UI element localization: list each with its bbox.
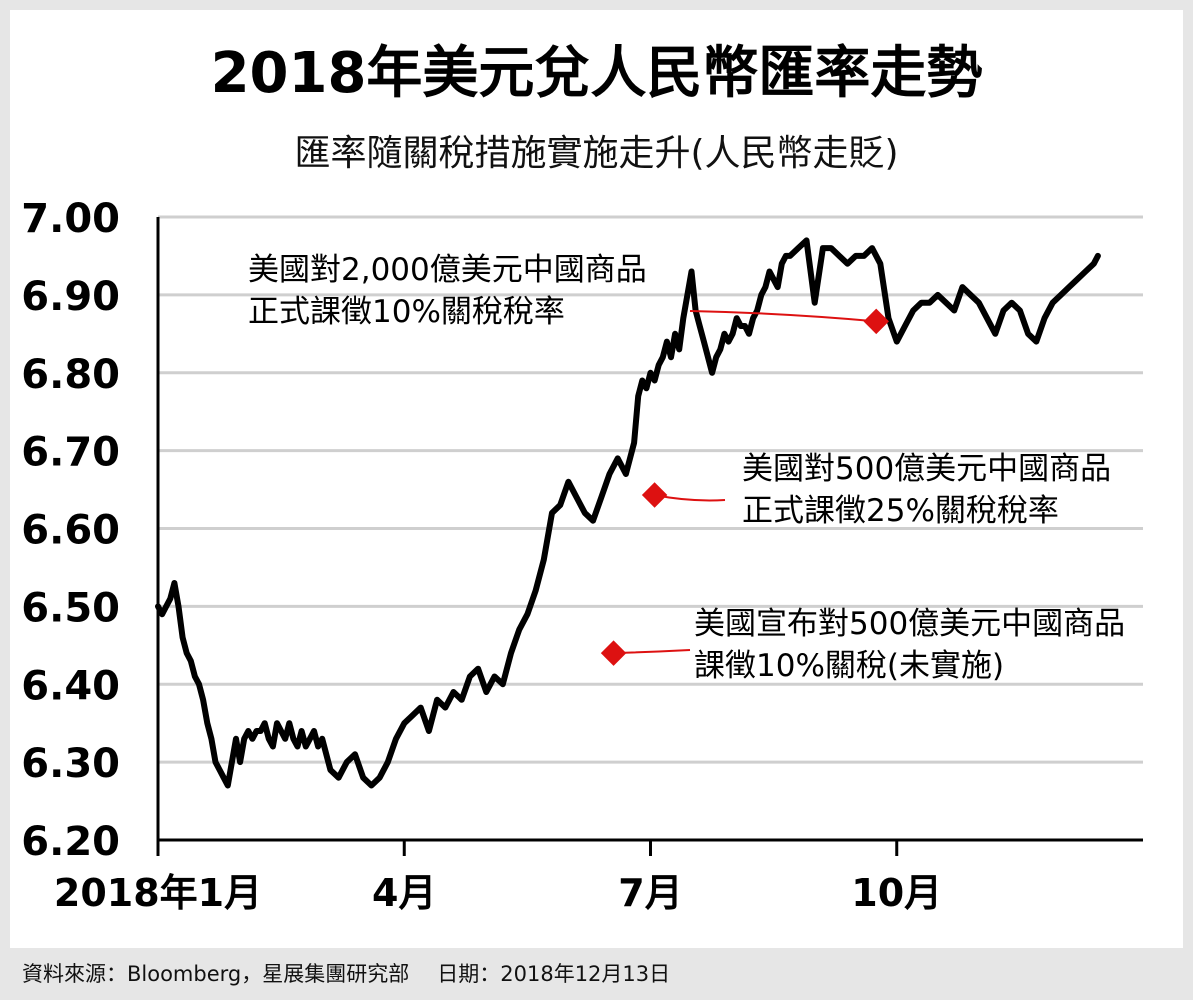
y-tick-label: 6.60 (21, 508, 120, 554)
y-tick-label: 6.50 (21, 585, 120, 631)
y-tick-label: 6.30 (21, 741, 120, 787)
annotation-leader-line (689, 310, 877, 323)
y-tick-label: 6.20 (21, 819, 120, 865)
annotation-label: 美國對500億美元中國商品 (742, 451, 1111, 487)
y-tick-label: 6.80 (21, 352, 120, 398)
annotation-label: 美國對2,000億美元中國商品 (248, 252, 647, 288)
y-tick-label: 6.90 (21, 274, 120, 320)
date-note: 日期：2018年12月13日 (437, 962, 671, 986)
annotation-label: 正式課徵10%關稅稅率 (248, 294, 565, 330)
y-tick-label: 6.70 (21, 430, 120, 476)
annotation-marker (600, 640, 627, 666)
x-tick-label: 10月 (851, 871, 942, 915)
x-tick-label: 2018年1月 (54, 871, 262, 915)
chart-subtitle: 匯率隨關稅措施實施走升(人民幣走貶) (294, 133, 899, 174)
x-tick-label: 7月 (618, 871, 682, 915)
y-tick-label: 7.00 (21, 196, 120, 242)
source-note: 資料來源：Bloomberg，星展集團研究部 (22, 962, 410, 986)
chart-frame (10, 10, 1183, 948)
annotation-label: 美國宣布對500億美元中國商品 (694, 606, 1125, 642)
annotation-label: 正式課徵25%關稅稅率 (742, 493, 1059, 529)
chart-title: 2018年美元兌人民幣匯率走勢 (210, 41, 983, 106)
y-tick-label: 6.40 (21, 663, 120, 709)
usd-cny-series-line (155, 237, 1101, 789)
footer: 資料來源：Bloomberg，星展集團研究部 日期：2018年12月13日 (22, 958, 670, 988)
annotation-marker (863, 308, 889, 335)
annotation-label: 課徵10%關稅(未實施) (694, 648, 1004, 684)
annotation-marker (641, 482, 668, 508)
x-tick-label: 4月 (372, 871, 436, 915)
